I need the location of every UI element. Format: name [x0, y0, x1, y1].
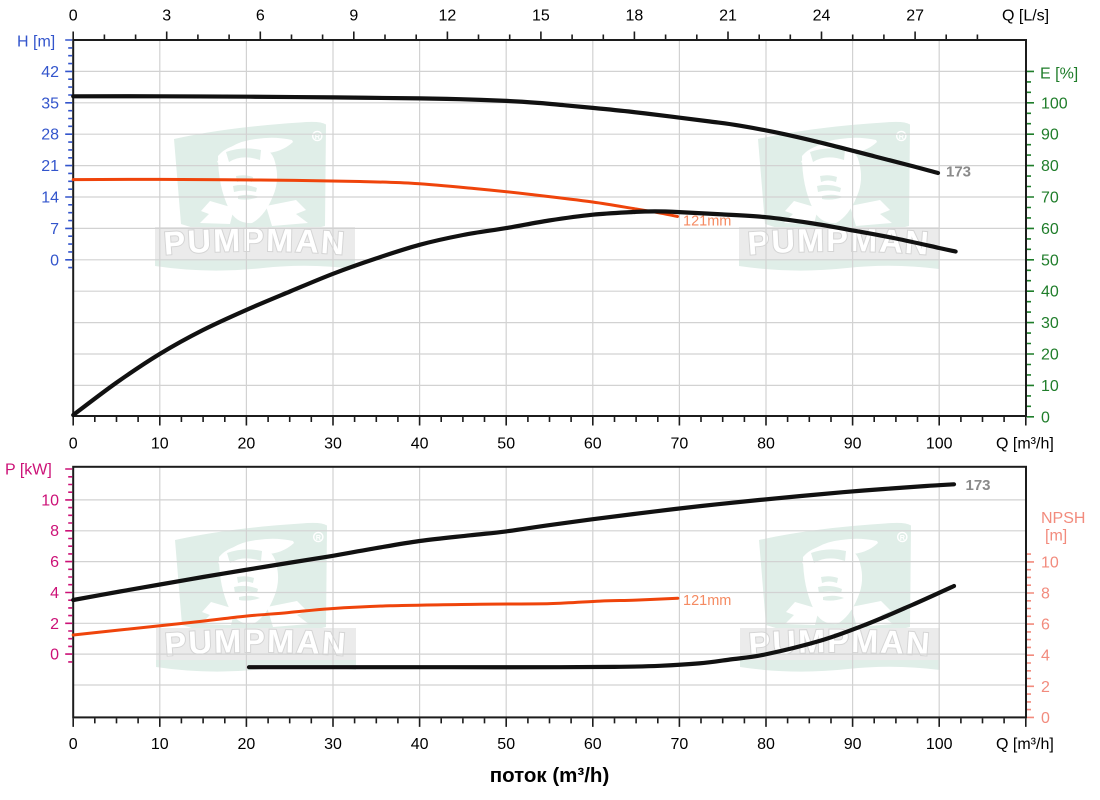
- svg-text:0: 0: [1041, 710, 1050, 727]
- svg-text:8: 8: [1041, 586, 1050, 603]
- svg-text:121mm: 121mm: [683, 214, 731, 230]
- svg-text:6: 6: [50, 554, 59, 571]
- svg-text:6: 6: [1041, 617, 1050, 634]
- svg-text:60: 60: [1041, 221, 1059, 238]
- svg-text:6: 6: [256, 8, 265, 25]
- svg-text:4: 4: [50, 585, 59, 602]
- svg-text:121mm: 121mm: [683, 593, 731, 609]
- svg-text:70: 70: [1041, 190, 1059, 207]
- svg-text:35: 35: [41, 95, 59, 112]
- svg-text:0: 0: [50, 647, 59, 664]
- svg-text:70: 70: [671, 736, 689, 753]
- svg-text:8: 8: [50, 523, 59, 540]
- svg-text:20: 20: [238, 436, 256, 453]
- svg-text:20: 20: [238, 736, 256, 753]
- svg-text:2: 2: [50, 616, 59, 633]
- svg-text:10: 10: [41, 492, 59, 509]
- svg-text:40: 40: [411, 436, 429, 453]
- svg-text:4: 4: [1041, 648, 1050, 665]
- svg-text:21: 21: [41, 158, 59, 175]
- svg-text:30: 30: [324, 736, 342, 753]
- svg-text:Q [m³/h]: Q [m³/h]: [996, 736, 1054, 753]
- svg-text:поток (m³/h): поток (m³/h): [490, 764, 610, 787]
- svg-text:0: 0: [1041, 409, 1050, 426]
- svg-text:173: 173: [966, 477, 991, 494]
- svg-text:80: 80: [757, 736, 775, 753]
- svg-text:12: 12: [439, 8, 457, 25]
- svg-text:30: 30: [1041, 315, 1059, 332]
- svg-text:24: 24: [813, 8, 831, 25]
- svg-text:H [m]: H [m]: [17, 34, 55, 51]
- svg-text:7: 7: [50, 221, 59, 238]
- svg-text:60: 60: [584, 736, 602, 753]
- svg-text:50: 50: [1041, 252, 1059, 269]
- svg-text:27: 27: [906, 8, 924, 25]
- svg-text:100: 100: [926, 436, 953, 453]
- svg-text:60: 60: [584, 436, 602, 453]
- svg-text:0: 0: [69, 736, 78, 753]
- svg-text:28: 28: [41, 127, 59, 144]
- svg-text:Q [L/s]: Q [L/s]: [1002, 8, 1049, 25]
- svg-text:2: 2: [1041, 679, 1050, 696]
- svg-text:90: 90: [1041, 127, 1059, 144]
- svg-text:100: 100: [926, 736, 953, 753]
- svg-text:80: 80: [1041, 158, 1059, 175]
- svg-text:21: 21: [719, 8, 737, 25]
- svg-text:10: 10: [151, 436, 169, 453]
- svg-text:NPSH: NPSH: [1041, 510, 1085, 527]
- svg-text:9: 9: [349, 8, 358, 25]
- svg-text:0: 0: [69, 8, 78, 25]
- svg-text:50: 50: [497, 736, 515, 753]
- svg-text:80: 80: [757, 436, 775, 453]
- svg-text:40: 40: [1041, 284, 1059, 301]
- svg-text:15: 15: [532, 8, 550, 25]
- svg-text:42: 42: [41, 64, 59, 81]
- svg-text:Q [m³/h]: Q [m³/h]: [996, 436, 1054, 453]
- svg-text:3: 3: [162, 8, 171, 25]
- svg-text:50: 50: [497, 436, 515, 453]
- svg-text:E [%]: E [%]: [1040, 66, 1078, 83]
- svg-text:20: 20: [1041, 347, 1059, 364]
- svg-text:10: 10: [151, 736, 169, 753]
- svg-text:18: 18: [626, 8, 644, 25]
- svg-text:90: 90: [844, 436, 862, 453]
- svg-text:0: 0: [69, 436, 78, 453]
- svg-text:70: 70: [671, 436, 689, 453]
- svg-text:173: 173: [946, 164, 971, 181]
- svg-text:90: 90: [844, 736, 862, 753]
- svg-text:10: 10: [1041, 554, 1059, 571]
- svg-text:10: 10: [1041, 378, 1059, 395]
- svg-text:40: 40: [411, 736, 429, 753]
- svg-text:[m]: [m]: [1045, 528, 1067, 545]
- svg-text:100: 100: [1041, 95, 1068, 112]
- svg-text:30: 30: [324, 436, 342, 453]
- svg-text:0: 0: [50, 252, 59, 269]
- svg-text:14: 14: [41, 190, 59, 207]
- svg-text:P [kW]: P [kW]: [5, 462, 52, 479]
